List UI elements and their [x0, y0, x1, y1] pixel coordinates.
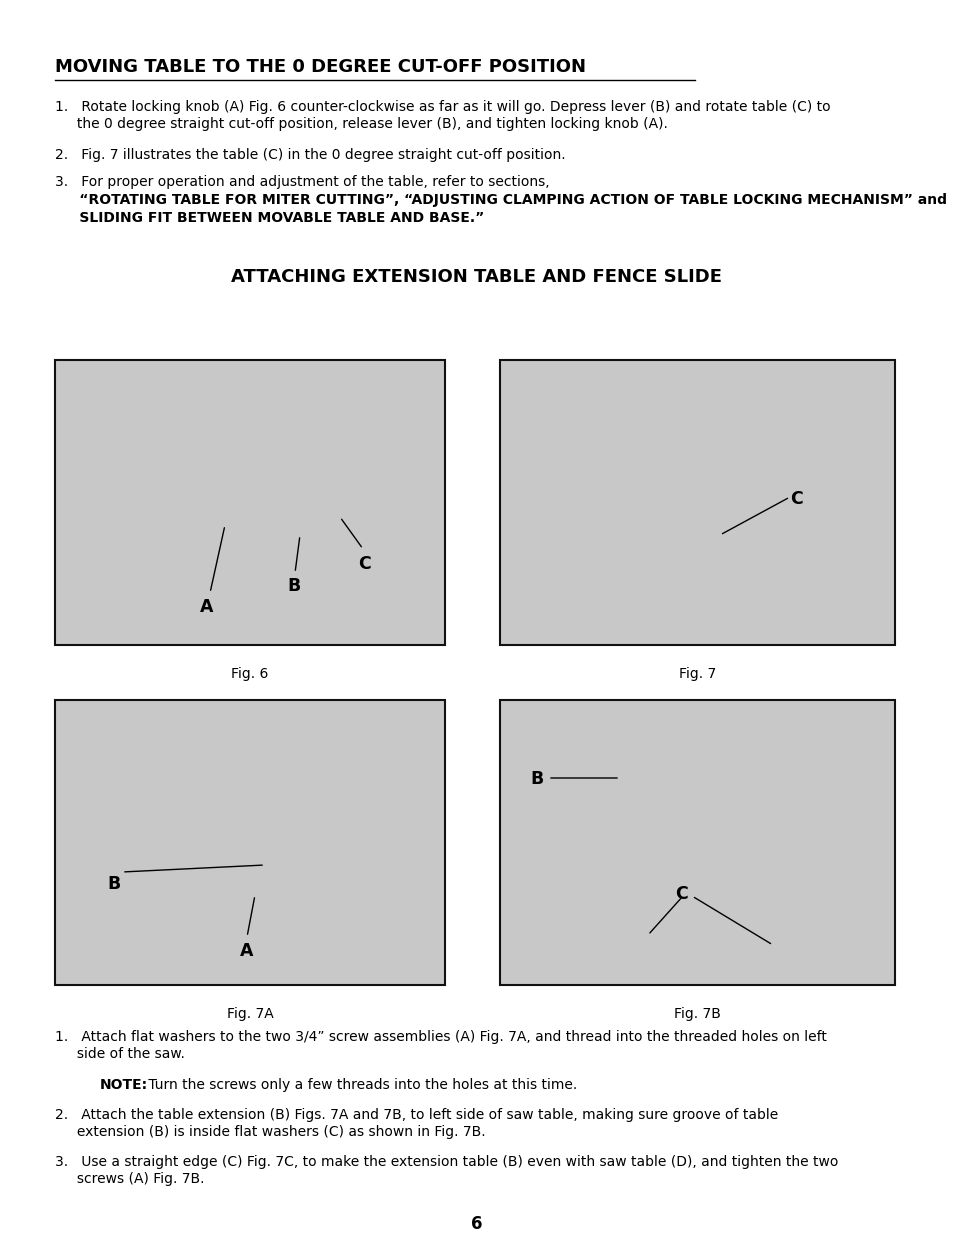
- Text: B: B: [287, 577, 300, 595]
- Text: side of the saw.: side of the saw.: [55, 1047, 185, 1061]
- Text: Fig. 6: Fig. 6: [231, 667, 269, 680]
- Text: ATTACHING EXTENSION TABLE AND FENCE SLIDE: ATTACHING EXTENSION TABLE AND FENCE SLID…: [232, 268, 721, 287]
- Text: SLIDING FIT BETWEEN MOVABLE TABLE AND BASE.”: SLIDING FIT BETWEEN MOVABLE TABLE AND BA…: [55, 211, 484, 225]
- Text: “ROTATING TABLE FOR MITER CUTTING”, “ADJUSTING CLAMPING ACTION OF TABLE LOCKING : “ROTATING TABLE FOR MITER CUTTING”, “ADJ…: [55, 193, 953, 207]
- Text: C: C: [789, 490, 801, 508]
- Text: 1.   Rotate locking knob (A) Fig. 6 counter-clockwise as far as it will go. Depr: 1. Rotate locking knob (A) Fig. 6 counte…: [55, 100, 830, 114]
- Text: B: B: [530, 769, 542, 788]
- Text: A: A: [200, 598, 213, 616]
- Text: 1.   Attach flat washers to the two 3/4” screw assemblies (A) Fig. 7A, and threa: 1. Attach flat washers to the two 3/4” s…: [55, 1030, 826, 1044]
- Bar: [55, 359, 444, 645]
- Text: B: B: [107, 876, 120, 893]
- Text: Fig. 7B: Fig. 7B: [674, 1007, 720, 1021]
- Text: Fig. 7: Fig. 7: [679, 667, 716, 680]
- Text: A: A: [240, 942, 253, 960]
- Text: 3.   Use a straight edge (C) Fig. 7C, to make the extension table (B) even with : 3. Use a straight edge (C) Fig. 7C, to m…: [55, 1155, 838, 1170]
- Bar: [499, 359, 894, 645]
- Text: C: C: [357, 555, 371, 573]
- Text: 2.   Attach the table extension (B) Figs. 7A and 7B, to left side of saw table, : 2. Attach the table extension (B) Figs. …: [55, 1108, 778, 1123]
- Text: Turn the screws only a few threads into the holes at this time.: Turn the screws only a few threads into …: [144, 1078, 577, 1092]
- Text: 2.   Fig. 7 illustrates the table (C) in the 0 degree straight cut-off position.: 2. Fig. 7 illustrates the table (C) in t…: [55, 148, 565, 162]
- Text: screws (A) Fig. 7B.: screws (A) Fig. 7B.: [55, 1172, 204, 1186]
- Text: the 0 degree straight cut-off position, release lever (B), and tighten locking k: the 0 degree straight cut-off position, …: [55, 117, 667, 131]
- Bar: [499, 700, 894, 986]
- Text: Fig. 7A: Fig. 7A: [227, 1007, 274, 1021]
- Text: NOTE:: NOTE:: [100, 1078, 148, 1092]
- Text: 6: 6: [471, 1215, 482, 1233]
- Text: C: C: [675, 885, 687, 903]
- Bar: [55, 700, 444, 986]
- Text: MOVING TABLE TO THE 0 DEGREE CUT-OFF POSITION: MOVING TABLE TO THE 0 DEGREE CUT-OFF POS…: [55, 58, 585, 77]
- Text: 3.   For proper operation and adjustment of the table, refer to sections,: 3. For proper operation and adjustment o…: [55, 175, 549, 189]
- Text: extension (B) is inside flat washers (C) as shown in Fig. 7B.: extension (B) is inside flat washers (C)…: [55, 1125, 485, 1139]
